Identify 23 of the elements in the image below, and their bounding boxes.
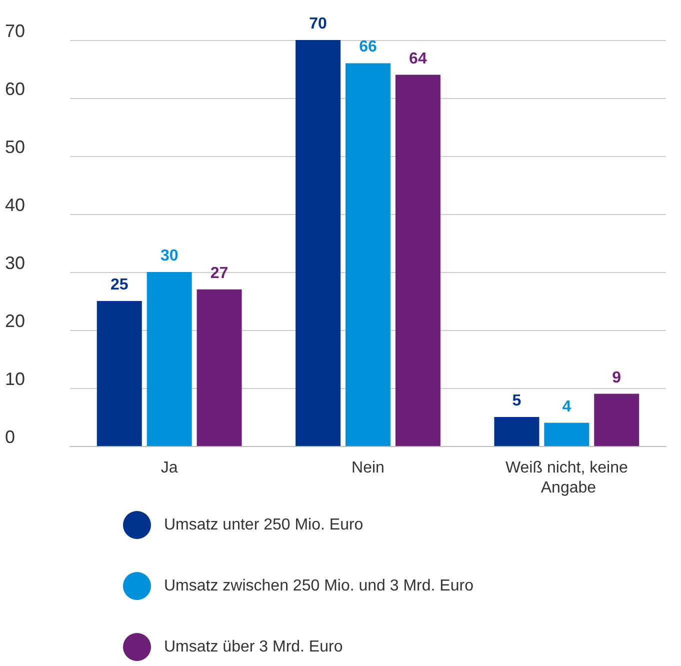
data-label: 64 [409,50,427,68]
data-label: 4 [562,398,572,416]
x-tick-label: Weiß nicht, keine Angabe [505,460,628,496]
legend-label: Umsatz unter 250 Mio. Euro [164,516,364,534]
data-label: 66 [359,38,377,56]
x-tick-label: Ja [160,460,178,476]
y-tick-label: 40 [5,195,26,215]
data-label: 5 [512,392,522,410]
y-tick-label: 10 [5,369,26,389]
data-label: 70 [309,16,328,32]
data-label: 30 [160,248,178,264]
data-label: 9 [612,369,622,386]
x-tick-label: Nein [352,460,384,476]
data-label: 25 [110,276,128,294]
y-tick-label: 20 [5,311,26,331]
y-tick-label: 50 [5,137,26,157]
y-tick-label: 30 [5,253,26,273]
y-tick-label: 0 [5,427,16,447]
y-tick-label: 70 [5,21,26,41]
data-label: 27 [210,264,228,282]
y-tick-label: 60 [5,79,26,99]
legend-label: Umsatz über 3 Mrd. Euro [164,638,343,656]
legend-label: Umsatz zwischen 250 Mio. und 3 Mrd. Euro [164,578,474,594]
